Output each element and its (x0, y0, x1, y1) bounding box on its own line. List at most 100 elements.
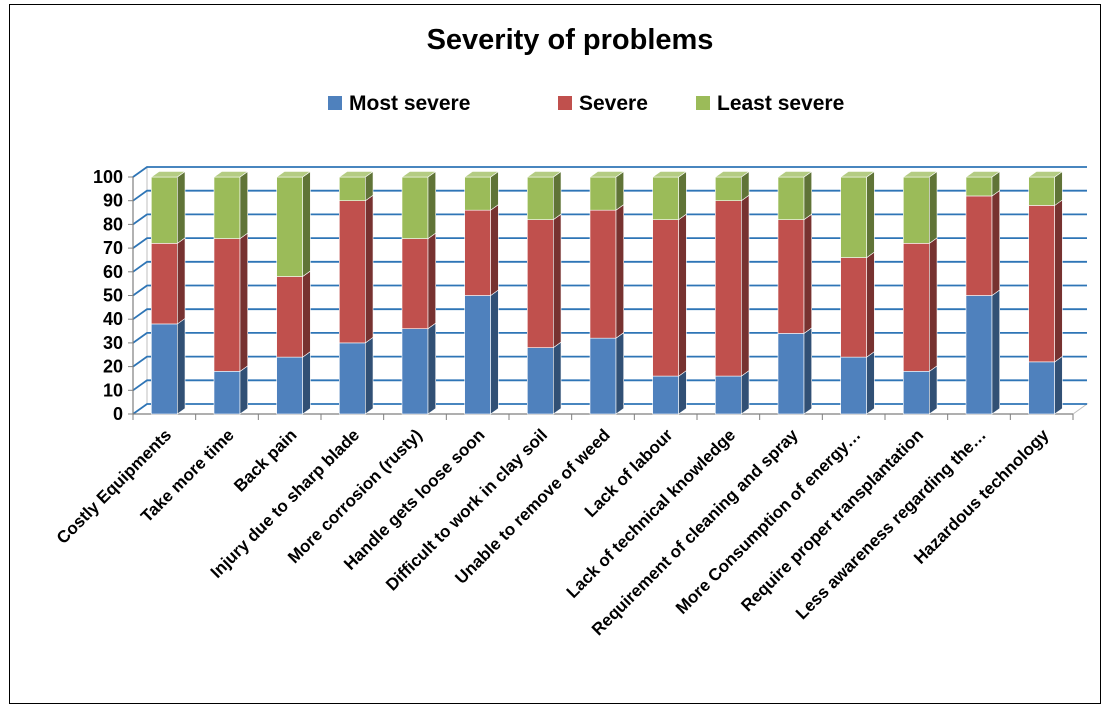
bar-segment (1028, 199, 1063, 363)
bar-segment (965, 170, 1001, 197)
bar-front (777, 333, 805, 415)
legend-item: Least severe (696, 92, 844, 115)
bar-side (678, 213, 687, 377)
bar-side (427, 322, 437, 415)
bar-front (903, 243, 930, 372)
legend-label: Most severe (349, 92, 470, 115)
gridline (132, 213, 1087, 226)
bar-front (1028, 205, 1055, 363)
bar-segment (463, 170, 500, 211)
bar-front (1028, 176, 1055, 206)
bar-front (903, 176, 930, 244)
bar-side (239, 365, 248, 415)
bar-top (965, 171, 1001, 178)
bar-front (276, 356, 303, 415)
bar-top (463, 171, 500, 178)
bar-side (1054, 355, 1063, 415)
y-tick-label: 100 (93, 167, 123, 187)
bar-front (527, 176, 554, 220)
bar-segment (652, 369, 687, 415)
bar-front (652, 375, 679, 415)
bar-segment (652, 213, 687, 377)
bar-segment (777, 170, 813, 221)
bar-front (339, 342, 366, 415)
y-tick-label: 30 (103, 333, 123, 353)
legend-label: Severe (579, 92, 648, 115)
bar-segment (151, 317, 186, 415)
bar-side (866, 170, 875, 259)
bar-side (929, 365, 938, 415)
bar-segment (965, 289, 1001, 415)
bar-segment (339, 336, 374, 415)
bar-segment (777, 213, 813, 335)
bar-top (777, 171, 813, 178)
bar-front (589, 337, 617, 415)
bar-side (991, 289, 1001, 415)
bar-side (365, 336, 374, 415)
bar-side (1054, 199, 1063, 363)
bar-segment (589, 332, 625, 415)
bar-segment (714, 170, 750, 202)
bar-segment (213, 365, 248, 415)
bar-front (213, 371, 241, 415)
bar-front (213, 176, 241, 239)
bar-front (151, 323, 178, 415)
bar-top (526, 171, 562, 178)
bar-segment (339, 194, 374, 344)
bar-side (427, 232, 437, 330)
bar-front (464, 176, 491, 211)
bar-side (615, 170, 625, 211)
bar-segment (464, 204, 499, 297)
bar-side (803, 213, 813, 335)
bar-side (177, 170, 186, 244)
y-tick-label: 70 (103, 238, 123, 258)
y-tick-label: 40 (103, 309, 123, 329)
bar-top (213, 171, 249, 178)
bar-segment (715, 369, 750, 415)
bar-side (239, 232, 248, 372)
y-tick-label: 50 (103, 286, 123, 306)
bar-top (150, 171, 186, 178)
gridline (132, 237, 1087, 249)
bar-top (401, 171, 437, 178)
bar-side (929, 170, 938, 244)
bar-front (276, 276, 303, 358)
bar-segment (1027, 170, 1064, 207)
bar-front (840, 356, 867, 415)
bar-top (651, 171, 688, 178)
bar-segment (965, 189, 1001, 297)
bar-segment (151, 237, 186, 325)
legend: Most severe Severe Least severe (328, 92, 844, 115)
legend-item: Severe (558, 92, 648, 115)
bar-front (903, 371, 930, 415)
bar-segment (589, 204, 625, 339)
bar-side (678, 170, 687, 221)
bar-segment (651, 170, 688, 221)
gridline (132, 189, 1087, 202)
bar-front (339, 200, 366, 344)
bar-side (615, 332, 625, 415)
bar-segment (840, 251, 875, 358)
bar-side (427, 170, 437, 240)
bar-front (339, 176, 366, 202)
bar-front (589, 209, 617, 339)
bar-segment (715, 194, 750, 377)
legend-label: Least severe (717, 92, 844, 115)
bar-segment (840, 351, 875, 415)
bar-side (177, 317, 186, 415)
chart-title: Severity of problems (427, 24, 714, 56)
gridline (132, 166, 1087, 178)
bar-segment (338, 170, 374, 202)
bar-segment (150, 170, 186, 244)
bar-side (803, 327, 813, 415)
gridline (132, 403, 1087, 415)
bar-side (866, 351, 875, 415)
bar-segment (903, 365, 938, 415)
bar-side (553, 341, 562, 415)
bar-front (464, 209, 491, 296)
y-tick-label: 80 (103, 214, 123, 234)
bar-front (965, 195, 993, 296)
bar-front (777, 219, 805, 334)
bar-side (553, 213, 562, 349)
